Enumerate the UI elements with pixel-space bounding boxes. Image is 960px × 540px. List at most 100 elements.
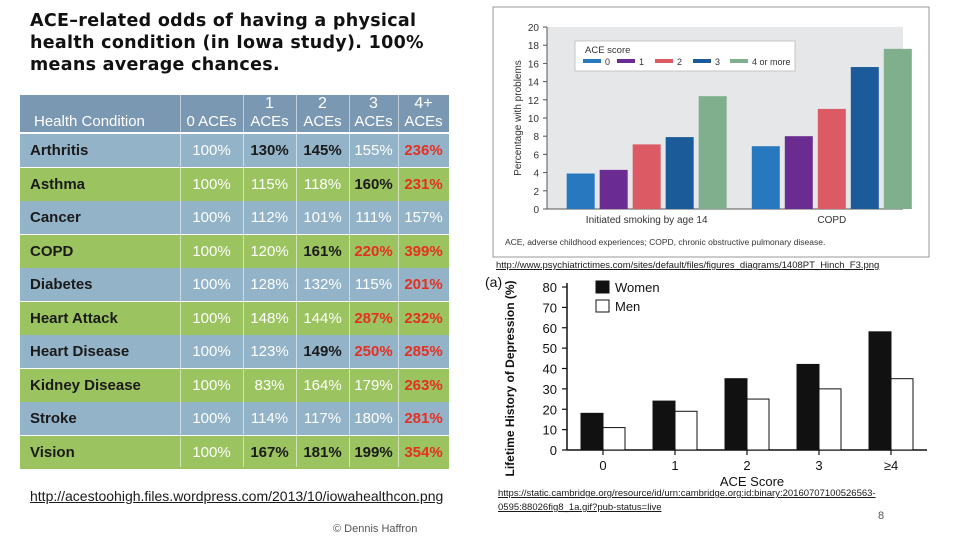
- column-divider: [243, 95, 244, 467]
- odds-value-cell: 250%: [354, 343, 393, 360]
- table-header-label: ACEs: [404, 113, 443, 130]
- odds-value-cell: 100%: [192, 276, 231, 293]
- odds-value-cell: 100%: [192, 175, 231, 193]
- bar: [883, 48, 912, 210]
- odds-value-cell: 161%: [303, 242, 342, 260]
- condition-label: Stroke: [30, 410, 77, 427]
- bar: [868, 331, 892, 451]
- x-category-label: 1: [671, 458, 678, 473]
- bar: [566, 173, 595, 209]
- table-row: Cancer 100% 112% 101% 111% 157%: [20, 201, 449, 234]
- source-link-acestoohigh[interactable]: http://acestoohigh.files.wordpress.com/2…: [30, 488, 444, 504]
- y-tick-label: 14: [528, 78, 540, 89]
- legend-title: ACE score: [585, 45, 630, 56]
- condition-label: Heart Attack: [30, 309, 118, 327]
- chart-caption: ACE, adverse childhood experiences; COPD…: [505, 237, 825, 247]
- page-number: 8: [878, 510, 885, 522]
- condition-label: Diabetes: [30, 276, 93, 293]
- table-row: Heart Disease 100% 123% 149% 250% 285%: [20, 335, 449, 368]
- condition-label: Vision: [30, 443, 75, 461]
- table-header-label: 0 ACEs: [186, 113, 237, 130]
- legend-swatch: [617, 59, 635, 63]
- odds-value-cell: 148%: [250, 309, 289, 327]
- y-tick-label: 16: [528, 59, 540, 70]
- source-link-psychiatrictimes[interactable]: http://www.psychiatrictimes.com/sites/de…: [496, 260, 880, 271]
- odds-value-cell: 83%: [254, 376, 285, 394]
- legend-label: 3: [715, 57, 720, 67]
- condition-label: Heart Disease: [30, 343, 130, 360]
- bar: [784, 136, 813, 209]
- table-header-cell: 1 ACEs: [243, 95, 296, 132]
- y-tick-label: 18: [528, 41, 540, 52]
- x-axis-label: ACE Score: [720, 474, 784, 487]
- odds-value-cell: 167%: [250, 443, 289, 461]
- table-row: Arthritis 100% 130% 145% 155% 236%: [20, 134, 449, 167]
- table-header-count: 2: [318, 95, 327, 112]
- legend-swatch: [595, 280, 610, 294]
- bar: [746, 398, 770, 451]
- table-row: Heart Attack 100% 148% 144% 287% 232%: [20, 301, 449, 335]
- y-tick-label: 12: [528, 96, 540, 107]
- condition-label: COPD: [30, 242, 74, 260]
- x-category-label: 0: [599, 458, 606, 473]
- y-tick-label: 0: [533, 205, 539, 216]
- table-header-cell: 0 ACEs: [180, 95, 243, 132]
- slide-title: ACE–related odds of having a physical he…: [30, 11, 424, 75]
- table-header-count: 3: [369, 95, 378, 112]
- odds-value-cell: 281%: [404, 410, 443, 427]
- condition-label: Asthma: [30, 175, 86, 193]
- odds-value-cell: 263%: [404, 376, 443, 394]
- legend-label: 4 or more: [752, 57, 791, 67]
- odds-value-cell: 117%: [303, 410, 342, 427]
- legend-label: 0: [605, 57, 610, 67]
- odds-value-cell: 132%: [303, 276, 342, 293]
- condition-label: Arthritis: [30, 142, 89, 159]
- odds-value-cell: 114%: [250, 410, 289, 427]
- bar: [599, 169, 628, 209]
- y-tick-label: 20: [543, 402, 557, 417]
- odds-value-cell: 118%: [303, 175, 342, 193]
- odds-value-cell: 111%: [355, 209, 392, 226]
- bar: [665, 137, 694, 209]
- bar: [751, 146, 780, 209]
- x-category-label: COPD: [817, 215, 846, 226]
- table-row: Kidney Disease 100% 83% 164% 179% 263%: [20, 368, 449, 402]
- table-row: Diabetes 100% 128% 132% 115% 201%: [20, 268, 449, 301]
- condition-label: Cancer: [30, 209, 81, 226]
- odds-value-cell: 287%: [354, 309, 393, 327]
- legend-swatch: [693, 59, 711, 63]
- bar: [850, 67, 879, 209]
- odds-value-cell: 157%: [404, 209, 443, 226]
- odds-value-cell: 201%: [404, 276, 443, 293]
- legend-label: 2: [677, 57, 682, 67]
- source-link-cambridge[interactable]: https://static.cambridge.org/resource/id…: [498, 488, 876, 513]
- odds-value-cell: 100%: [192, 343, 231, 360]
- odds-value-cell: 179%: [354, 376, 393, 394]
- odds-value-cell: 181%: [303, 443, 342, 461]
- y-tick-label: 20: [528, 23, 540, 34]
- table-header-count: [34, 95, 184, 113]
- odds-value-cell: 354%: [404, 443, 443, 461]
- odds-value-cell: 100%: [192, 142, 231, 159]
- copyright-footer: © Dennis Haffron: [333, 523, 418, 535]
- bar: [818, 388, 842, 451]
- y-tick-label: 10: [528, 114, 540, 125]
- y-tick-label: 8: [533, 132, 539, 143]
- odds-value-cell: 115%: [250, 175, 289, 193]
- y-axis-label: Percentage with problems: [513, 60, 524, 176]
- y-tick-label: 80: [543, 280, 557, 295]
- odds-value-cell: 120%: [250, 242, 289, 260]
- bar: [817, 108, 846, 209]
- y-tick-label: 2: [533, 187, 539, 198]
- bar: [724, 378, 748, 451]
- bar: [890, 378, 914, 451]
- odds-value-cell: 220%: [354, 242, 393, 260]
- odds-value-cell: 100%: [192, 376, 231, 394]
- bar: [652, 400, 676, 451]
- legend-label: Men: [615, 299, 640, 314]
- odds-value-cell: 112%: [250, 209, 289, 226]
- y-tick-label: 4: [533, 169, 539, 180]
- table-row: Stroke 100% 114% 117% 180% 281%: [20, 402, 449, 435]
